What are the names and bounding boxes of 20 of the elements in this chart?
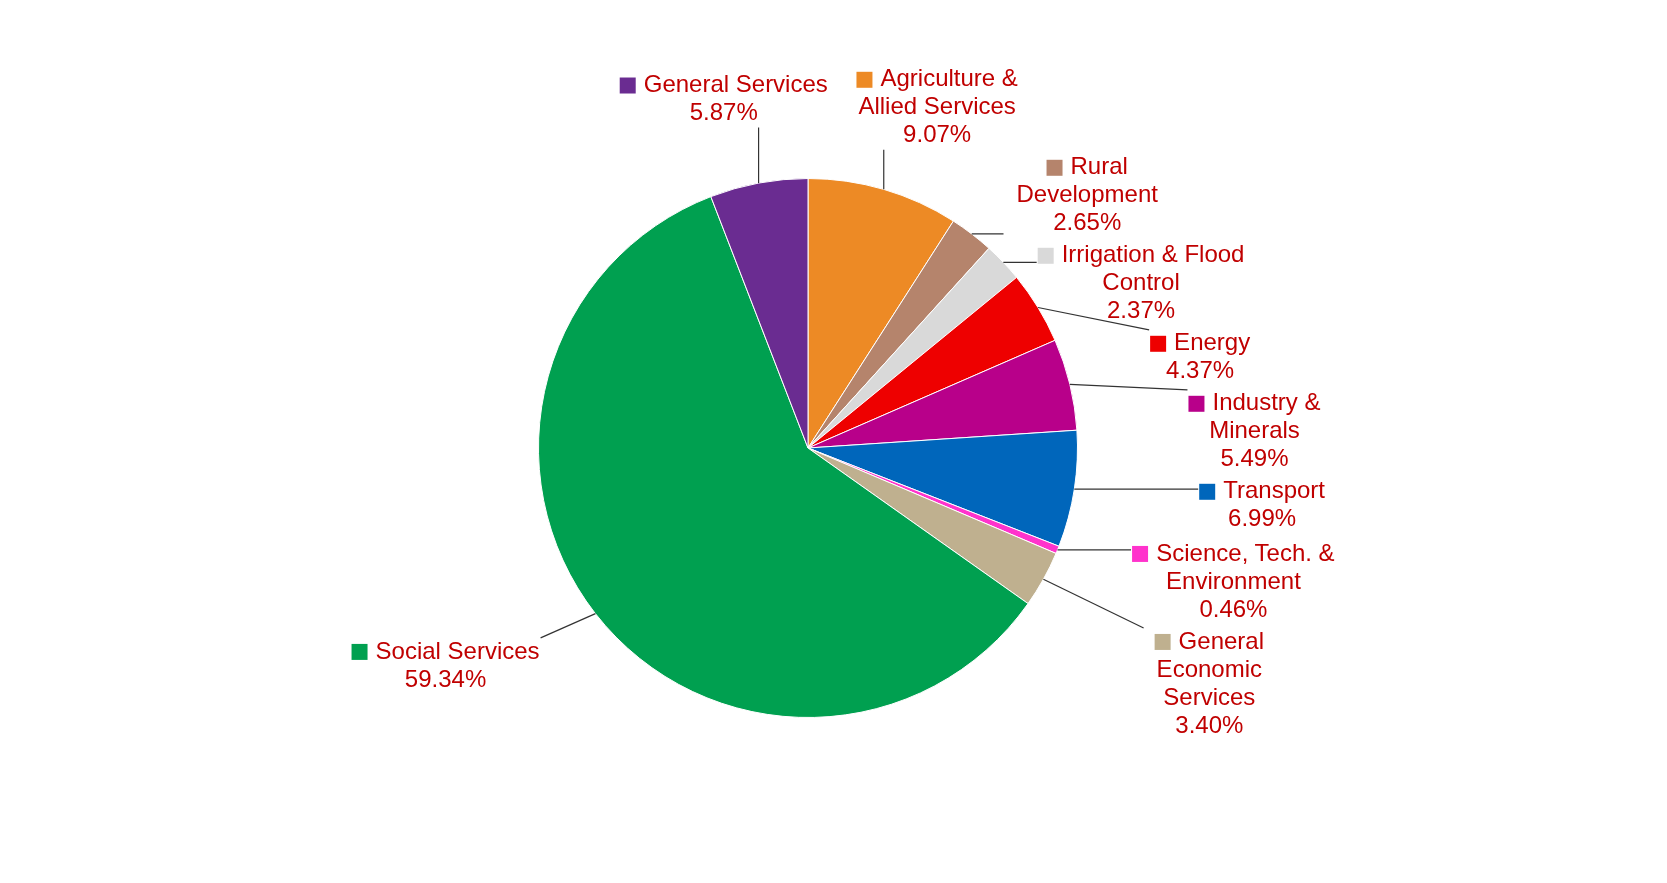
legend-label: Irrigation & Flood Control <box>1061 240 1245 296</box>
data-label: 2.65% <box>1053 208 1122 236</box>
legend-label: General Economic Services <box>1156 626 1265 710</box>
data-label: 59.34% <box>404 664 487 692</box>
legend-label: Industry & Minerals <box>1209 388 1321 444</box>
data-label: 9.07% <box>903 120 972 148</box>
data-label: 2.37% <box>1107 296 1176 324</box>
data-label: 4.37% <box>1166 356 1235 384</box>
legend-label: Agriculture & Allied Services <box>858 64 1018 120</box>
data-label: 3.40% <box>1175 710 1244 738</box>
legend-label: General Services <box>643 70 828 98</box>
data-label: 6.99% <box>1228 504 1297 532</box>
legend-label: Transport <box>1223 476 1326 504</box>
data-label: 0.46% <box>1199 594 1268 622</box>
legend-label: Science, Tech. & Environment <box>1156 538 1335 594</box>
data-label: 5.87% <box>689 98 758 126</box>
legend-label: Rural Development <box>1016 152 1159 208</box>
legend-label: Energy <box>1174 328 1251 356</box>
legend-label: Social Services <box>375 636 540 664</box>
data-label: 5.49% <box>1220 444 1289 472</box>
